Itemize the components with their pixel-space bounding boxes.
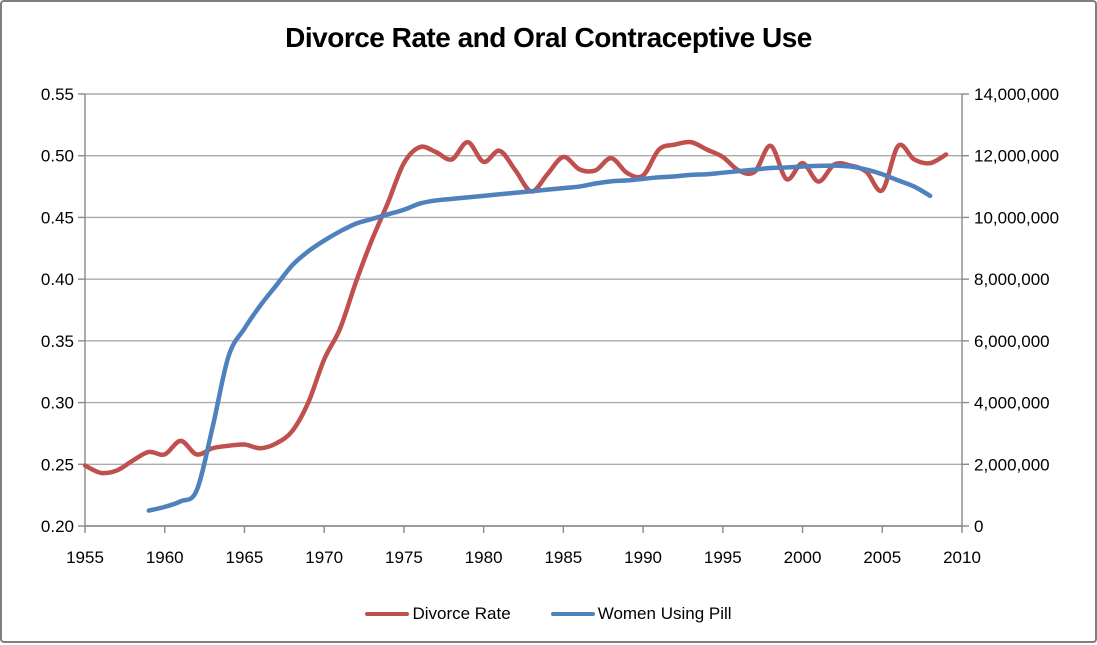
legend-label-divorce-rate: Divorce Rate: [412, 604, 510, 624]
left-axis-tick-label: 0.50: [41, 147, 74, 166]
right-axis-tick-label: 0: [974, 517, 983, 536]
x-axis-tick-label: 1995: [704, 548, 742, 567]
x-axis-tick-label: 2010: [943, 548, 981, 567]
divorce-rate-line-swatch: [365, 612, 409, 617]
right-axis-tick-label: 4,000,000: [974, 394, 1050, 413]
legend-label-women-using-pill: Women Using Pill: [598, 604, 732, 624]
right-axis-tick-label: 10,000,000: [974, 208, 1059, 227]
x-axis-tick-label: 1980: [465, 548, 503, 567]
women-using-pill-line-swatch: [551, 612, 595, 617]
legend-item-women-using-pill: Women Using Pill: [551, 604, 732, 624]
x-axis-tick-label: 1960: [146, 548, 184, 567]
left-axis-tick-label: 0.25: [41, 455, 74, 474]
right-axis-tick-label: 14,000,000: [974, 85, 1059, 104]
left-axis-tick-label: 0.20: [41, 517, 74, 536]
right-axis-tick-label: 2,000,000: [974, 455, 1050, 474]
right-axis-tick-label: 8,000,000: [974, 270, 1050, 289]
x-axis-tick-label: 1955: [66, 548, 104, 567]
x-axis-tick-label: 2005: [863, 548, 901, 567]
right-axis-tick-label: 6,000,000: [974, 332, 1050, 351]
left-axis-tick-label: 0.35: [41, 332, 74, 351]
legend-item-divorce-rate: Divorce Rate: [365, 604, 510, 624]
right-axis-tick-label: 12,000,000: [974, 147, 1059, 166]
x-axis-tick-label: 1990: [624, 548, 662, 567]
x-axis-tick-label: 1970: [305, 548, 343, 567]
x-axis-tick-label: 1965: [226, 548, 264, 567]
legend: Divorce Rate Women Using Pill: [2, 604, 1095, 624]
left-axis-tick-label: 0.30: [41, 394, 74, 413]
x-axis-tick-label: 1975: [385, 548, 423, 567]
x-axis-tick-label: 1985: [544, 548, 582, 567]
left-axis-tick-label: 0.55: [41, 85, 74, 104]
left-axis-tick-label: 0.45: [41, 208, 74, 227]
x-axis-tick-label: 2000: [784, 548, 822, 567]
left-axis-tick-label: 0.40: [41, 270, 74, 289]
